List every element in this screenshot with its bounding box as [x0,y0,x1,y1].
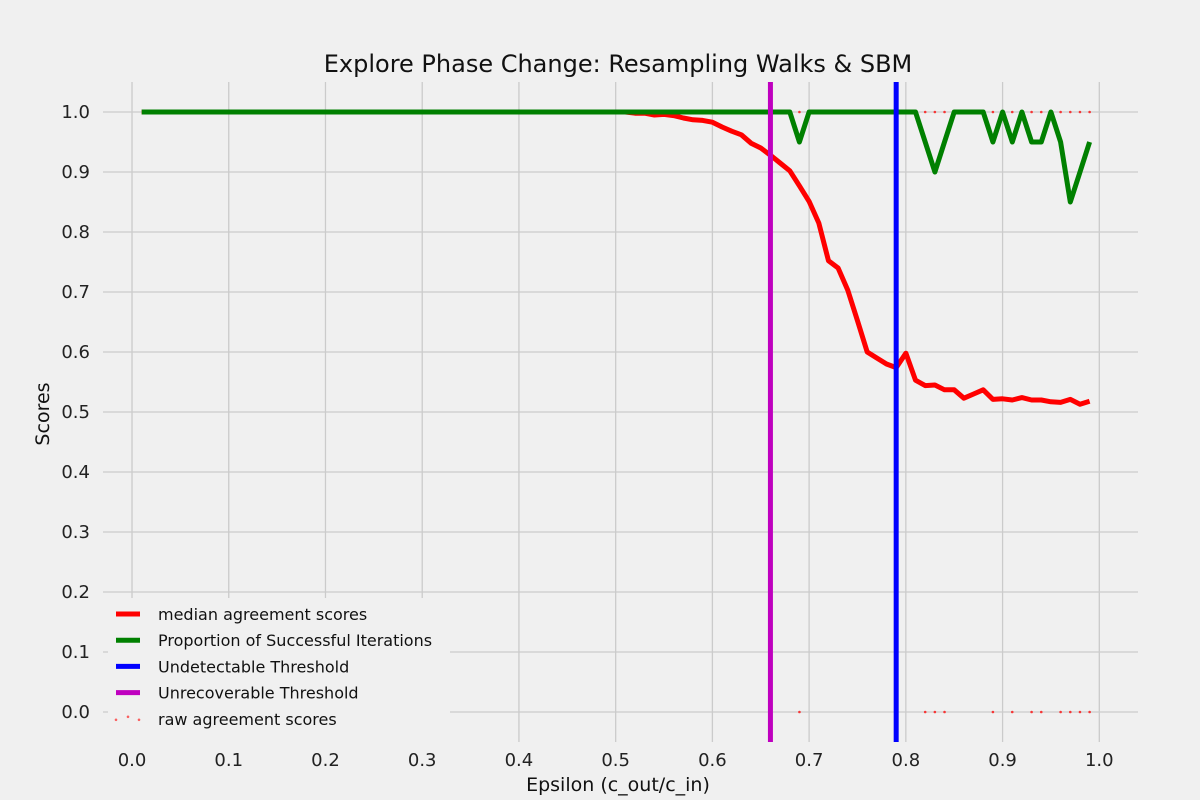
raw-score-point [923,710,927,714]
raw-score-point [943,110,946,114]
raw-score-point [1068,110,1072,114]
x-tick-label: 0.6 [698,750,727,771]
x-tick-label: 0.1 [214,750,243,771]
tick-labels: 0.0 0.1 0.2 0.3 0.4 0.5 0.6 0.7 0.8 0.9 1.0 0.0 0.1 0… [61,102,1113,771]
raw-score-point [1030,110,1033,114]
raw-score-point [933,110,937,114]
x-axis-label: Epsilon (c_out/c_in) [526,774,710,796]
y-tick-label: 0.8 [61,222,90,243]
legend: median agreement scores Proportion of Suc… [108,598,450,744]
raw-score-point [798,110,801,114]
y-tick-label: 0.5 [61,402,90,423]
chart-title: Explore Phase Change: Resampling Walks &… [324,50,913,78]
y-tick-label: 0.2 [61,582,90,603]
x-tick-label: 0.7 [795,750,824,771]
x-tick-label: 0.8 [892,750,921,771]
legend-box [108,598,450,744]
y-tick-label: 0.3 [61,522,90,543]
raw-score-point [1059,110,1062,114]
x-tick-label: 0.2 [311,750,340,771]
y-tick-label: 0.1 [61,642,90,663]
raw-score-point [1078,710,1082,714]
raw-score-point [1068,710,1072,714]
y-tick-label: 0.7 [61,282,90,303]
legend-label: Unrecoverable Threshold [158,684,359,703]
raw-score-point [1088,710,1091,714]
y-axis-label: Scores [32,382,54,445]
legend-label: Proportion of Successful Iterations [158,631,432,650]
x-tick-label: 0.0 [118,750,147,771]
x-tick-label: 0.5 [601,750,630,771]
raw-score-point [1039,710,1043,714]
legend-label: median agreement scores [158,605,367,624]
raw-score-point [798,710,801,714]
y-tick-label: 1.0 [61,102,90,123]
proportion-of-successful-iterations-line [141,109,1092,205]
raw-score-point [1010,110,1014,114]
x-tick-label: 0.9 [988,750,1017,771]
raw-score-point [1088,110,1091,114]
y-tick-label: 0.9 [61,162,90,183]
x-tick-label: 0.3 [408,750,437,771]
raw-score-point [1030,710,1033,714]
y-tick-label: 0.0 [61,702,90,723]
legend-label: raw agreement scores [158,710,337,729]
raw-score-point [1010,710,1014,714]
raw-score-point [1078,110,1082,114]
raw-score-point [1059,710,1062,714]
raw-score-point [991,710,995,714]
x-tick-label: 1.0 [1085,750,1114,771]
raw-score-point [943,710,946,714]
raw-score-point [1039,110,1043,114]
series-layer [141,82,1092,742]
legend-swatch-dot [126,715,130,719]
x-tick-label: 0.4 [505,750,534,771]
y-tick-label: 0.4 [61,462,90,483]
raw-score-point [991,110,995,114]
legend-swatch-dot [137,718,141,722]
raw-score-point [923,110,927,114]
raw-score-point [933,710,937,714]
y-tick-label: 0.6 [61,342,90,363]
legend-label: Undetectable Threshold [158,657,349,676]
legend-swatch-dot [114,718,118,722]
